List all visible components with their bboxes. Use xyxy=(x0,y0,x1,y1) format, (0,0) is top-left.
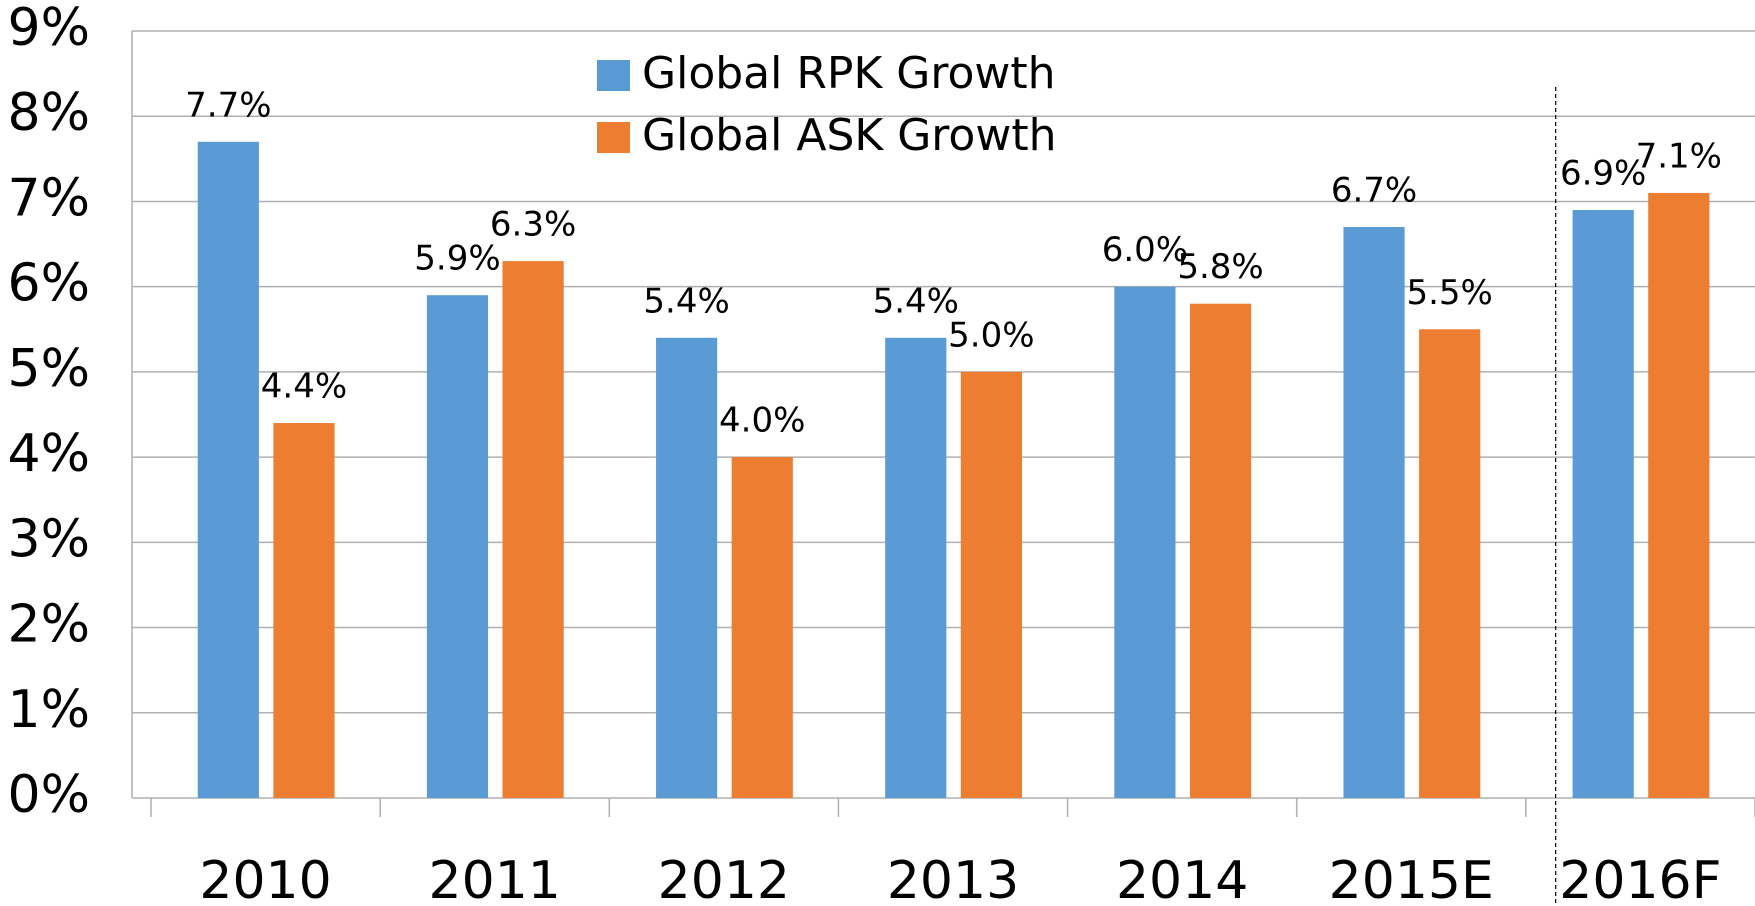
data-label: 6.9% xyxy=(1560,153,1646,193)
bar xyxy=(1572,209,1634,798)
y-tick-label: 9% xyxy=(8,0,91,58)
y-tick-label: 4% xyxy=(8,424,91,484)
bar xyxy=(197,141,259,799)
x-tick-label: 2014 xyxy=(1116,851,1248,906)
bar xyxy=(502,261,564,799)
data-label: 6.0% xyxy=(1102,230,1188,270)
bar xyxy=(1343,227,1405,798)
data-label: 5.4% xyxy=(643,281,729,321)
bar xyxy=(885,337,947,798)
y-tick-label: 0% xyxy=(8,765,91,825)
data-label: 6.7% xyxy=(1331,171,1417,211)
bar xyxy=(1648,192,1710,798)
y-tick-label: 3% xyxy=(8,509,91,569)
x-tick-label: 2016F xyxy=(1559,851,1721,906)
data-label: 5.0% xyxy=(948,315,1034,355)
bar xyxy=(960,371,1022,798)
data-label: 5.9% xyxy=(414,239,500,279)
y-tick-label: 5% xyxy=(8,339,91,399)
bar xyxy=(1114,286,1176,798)
x-tick-label: 2011 xyxy=(429,851,561,906)
data-label: 5.8% xyxy=(1177,247,1263,287)
data-label: 4.0% xyxy=(719,401,805,441)
legend-label: Global ASK Growth xyxy=(642,110,1056,161)
legend-label: Global RPK Growth xyxy=(642,48,1056,99)
bar xyxy=(656,337,718,798)
y-tick-label: 1% xyxy=(8,680,91,740)
x-tick-label: 2013 xyxy=(887,851,1019,906)
bar xyxy=(426,295,489,798)
legend-swatch xyxy=(597,122,630,153)
data-label: 7.7% xyxy=(185,85,271,125)
bar xyxy=(1419,329,1481,798)
y-tick-label: 7% xyxy=(8,168,91,228)
y-tick-label: 8% xyxy=(8,83,91,143)
data-label: 5.4% xyxy=(873,281,959,321)
data-label: 6.3% xyxy=(490,205,576,245)
bar xyxy=(273,423,335,798)
data-label: 4.4% xyxy=(261,367,347,407)
y-tick-label: 2% xyxy=(8,595,91,655)
data-label: 5.5% xyxy=(1406,273,1492,313)
legend-swatch xyxy=(597,60,630,91)
x-tick-label: 2015E xyxy=(1329,851,1494,906)
y-tick-label: 6% xyxy=(8,254,91,314)
x-tick-label: 2012 xyxy=(658,851,790,906)
bar xyxy=(1189,303,1252,798)
data-label: 7.1% xyxy=(1636,136,1722,176)
bar xyxy=(731,457,793,798)
x-tick-label: 2010 xyxy=(199,851,331,906)
